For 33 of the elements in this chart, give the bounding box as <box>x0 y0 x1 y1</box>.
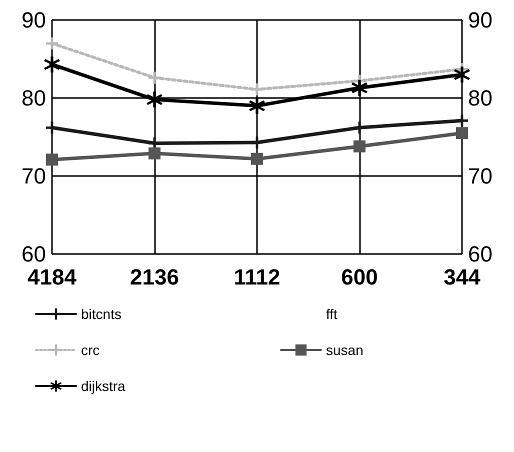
x-tick-label: 1112 <box>234 264 280 290</box>
point <box>454 66 470 83</box>
point <box>251 152 263 165</box>
point <box>46 37 58 50</box>
point <box>148 72 160 84</box>
point <box>146 92 162 108</box>
legend-label: bitcnts <box>81 306 122 322</box>
y-tick-label: 80 <box>22 86 46 110</box>
point <box>354 140 366 152</box>
point <box>46 122 58 134</box>
text: fft <box>326 306 338 322</box>
point <box>44 56 60 72</box>
legend-label: dijkstra <box>81 378 126 394</box>
y2-tick-label: 70 <box>468 164 492 188</box>
y-tick-label: 70 <box>22 164 46 188</box>
legend-label: susan <box>326 342 364 358</box>
y2-tick-label: 60 <box>468 242 492 266</box>
y-tick-label: 60 <box>22 242 46 266</box>
point <box>148 147 160 160</box>
y2-tick-label: 80 <box>468 86 492 110</box>
point <box>352 80 368 96</box>
x-tick-label: 2136 <box>130 264 179 290</box>
point <box>456 114 468 127</box>
x-tick-label: 600 <box>341 264 378 290</box>
y-tick-label: 90 <box>22 8 46 32</box>
point <box>251 83 263 96</box>
point <box>456 127 468 140</box>
point <box>46 154 58 166</box>
legend-label: crc <box>81 342 100 358</box>
x-tick-label: 344 <box>444 264 482 290</box>
y2-tick-label: 90 <box>468 8 492 32</box>
x-tick-label: 4184 <box>28 264 78 290</box>
point <box>249 98 265 114</box>
